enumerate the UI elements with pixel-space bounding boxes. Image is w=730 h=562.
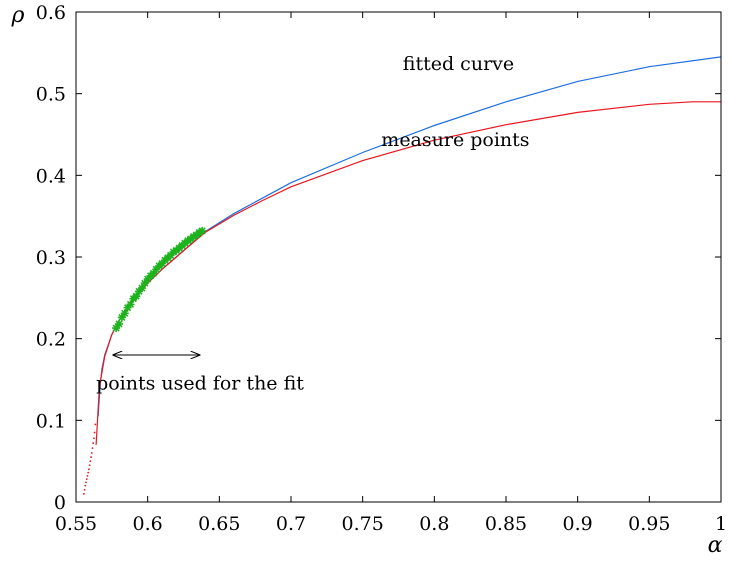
measure-point-dot xyxy=(93,431,96,434)
y-tick-label: 0.4 xyxy=(36,165,66,187)
x-axis-label: α xyxy=(708,533,723,557)
fit-point-marker xyxy=(169,248,178,257)
x-tick-label: 0.6 xyxy=(133,513,163,535)
x-tick-label: 0.65 xyxy=(198,513,240,535)
annotation-fit-range: points used for the fit xyxy=(96,372,304,394)
measure-point-dot xyxy=(85,478,88,481)
fit-point-marker xyxy=(135,287,144,296)
measure-point-dot xyxy=(87,471,90,474)
fit-point-marker xyxy=(140,279,149,288)
annotation-measure-points: measure points xyxy=(381,129,529,151)
fit-point-marker xyxy=(198,226,207,235)
fit-point-marker xyxy=(115,319,123,328)
axis-labels-layer: α ρ xyxy=(11,3,723,558)
x-tick-label: 0.8 xyxy=(419,513,449,535)
measure-point-dot xyxy=(88,468,90,471)
measure-point-dot xyxy=(92,442,95,445)
fit-point-marker xyxy=(120,309,129,318)
fit-point-marker xyxy=(117,313,126,322)
x-tick-label: 0.95 xyxy=(628,513,670,535)
fit-point-marker xyxy=(166,251,175,260)
measure-point-dot xyxy=(94,423,97,426)
x-tick-label: 0.85 xyxy=(485,513,527,535)
x-tick-label: 0.7 xyxy=(276,513,306,535)
fit-point-marker xyxy=(126,300,135,309)
measure-point-dot xyxy=(86,474,89,477)
x-tick-label: 0.55 xyxy=(55,513,97,535)
plot-data-layer xyxy=(82,56,722,495)
y-tick-label: 0.3 xyxy=(36,247,66,269)
y-tick-label: 0.1 xyxy=(36,410,66,432)
y-tick-label: 0 xyxy=(54,492,66,514)
measure-point-dot xyxy=(85,481,87,484)
x-tick-label: 1 xyxy=(715,513,727,535)
fit-point-marker xyxy=(189,232,198,241)
y-tick-label: 0.6 xyxy=(36,2,66,24)
fit-point-marker xyxy=(143,275,152,284)
fit-point-marker xyxy=(152,265,161,274)
fit-point-marker xyxy=(132,292,141,301)
fit-point-marker xyxy=(183,236,192,245)
fit-point-marker xyxy=(137,284,146,293)
annotations-layer: fitted curve measure points points used … xyxy=(96,53,529,394)
measure-point-dot xyxy=(91,447,94,449)
measure-point-dot xyxy=(82,492,85,495)
fit-point-marker xyxy=(158,259,166,268)
x-tick-label: 0.9 xyxy=(563,513,593,535)
measure-point-dot xyxy=(90,452,93,454)
axis-ticks: 0.55 0.6 0.65 0.7 0.75 0.8 0.85 0.9 0.95 1 0 0.1 0.2… xyxy=(36,2,727,535)
x-tick-label: 0.75 xyxy=(342,513,384,535)
y-tick-label: 0.5 xyxy=(36,84,66,106)
y-tick-label: 0.2 xyxy=(36,329,66,351)
fit-point-marker xyxy=(195,228,204,237)
fit-point-marker xyxy=(112,324,121,333)
annotation-fitted-curve: fitted curve xyxy=(403,53,514,75)
measure-point-dot xyxy=(83,488,86,491)
measure-point-dot xyxy=(90,456,92,458)
y-axis-label: ρ xyxy=(11,3,25,28)
measure-point-dot xyxy=(93,437,95,440)
measure-point-dot xyxy=(88,464,91,467)
measure-point-dot xyxy=(84,484,87,487)
series-line-measure-points xyxy=(95,101,721,445)
measure-point-dot xyxy=(89,460,92,463)
fit-point-marker xyxy=(123,303,132,312)
fit-point-marker xyxy=(149,269,158,278)
